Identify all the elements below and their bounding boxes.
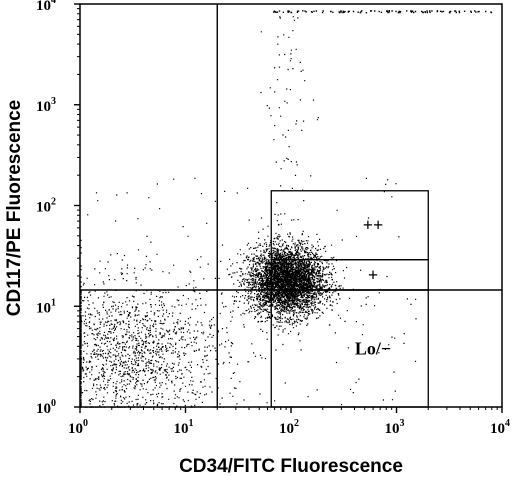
axis-ticks: 100 101 102 103 104 100 101 102 103 104 xyxy=(36,0,510,437)
gate-label-1: + xyxy=(368,265,378,285)
event-dots xyxy=(80,10,493,408)
y-tick-label: 102 xyxy=(36,197,56,216)
gate-box-0 xyxy=(270,190,429,261)
x-tick-label: 101 xyxy=(174,418,194,437)
gates: +++Lo/− xyxy=(80,4,502,408)
x-tick-label: 100 xyxy=(68,418,88,437)
x-tick-label: 103 xyxy=(385,418,405,437)
y-tick-label: 100 xyxy=(36,398,56,417)
y-tick-label: 101 xyxy=(36,297,56,316)
gate-label-2: Lo/− xyxy=(355,338,391,358)
data-points xyxy=(80,10,493,408)
x-tick-label: 104 xyxy=(490,418,510,437)
y-tick-label: 103 xyxy=(36,96,56,115)
plot-frame xyxy=(79,3,503,408)
x-tick-label: 102 xyxy=(279,418,299,437)
y-axis-label: CD117/PE Fluorescence xyxy=(4,100,25,317)
x-axis-label: CD34/FITC Fluorescence xyxy=(179,456,403,477)
gate-label-0: ++ xyxy=(363,215,384,235)
y-tick-label: 104 xyxy=(36,0,56,14)
